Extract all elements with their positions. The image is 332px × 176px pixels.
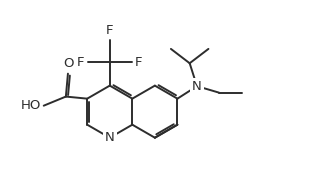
Text: F: F bbox=[106, 24, 114, 37]
Text: O: O bbox=[63, 57, 74, 70]
Text: F: F bbox=[77, 56, 85, 69]
Text: N: N bbox=[192, 80, 202, 93]
Text: HO: HO bbox=[21, 99, 42, 112]
Text: N: N bbox=[105, 131, 115, 144]
Text: F: F bbox=[135, 56, 142, 69]
